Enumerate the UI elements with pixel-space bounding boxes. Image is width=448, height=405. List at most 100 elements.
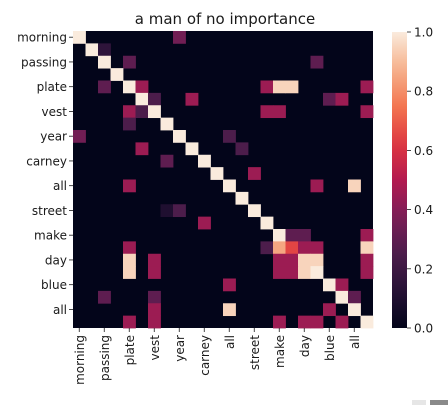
- heatmap-cell: [273, 229, 286, 242]
- heatmap-cell: [360, 229, 374, 242]
- heatmap-cell: [360, 315, 374, 329]
- chart-title: a man of no importance: [135, 10, 315, 28]
- heatmap-cells: [73, 31, 374, 329]
- heatmap-cell: [173, 130, 186, 143]
- heatmap-cell: [273, 241, 286, 255]
- heatmap-cell: [98, 55, 111, 69]
- heatmap-cell: [360, 105, 374, 119]
- heatmap-cell: [298, 253, 311, 267]
- heatmap-cell: [135, 105, 149, 119]
- colorbar-tick-label: 0.4: [414, 203, 433, 217]
- heatmap-cell: [273, 253, 286, 267]
- heatmap-cell: [173, 204, 186, 218]
- heatmap-cell: [148, 303, 161, 317]
- heatmap-cell: [260, 80, 274, 94]
- heatmap-cell: [310, 315, 324, 329]
- heatmap-cell: [273, 266, 286, 279]
- heatmap-cell: [323, 92, 336, 106]
- heatmap-cell: [160, 154, 174, 168]
- heatmap-cell: [273, 105, 286, 119]
- heatmap-cell: [348, 303, 361, 317]
- y-tick-label: day: [45, 253, 67, 267]
- heatmap-cell: [348, 179, 361, 193]
- heatmap-cell: [185, 92, 199, 106]
- x-tick-label: day: [298, 335, 312, 357]
- heatmap-cell: [135, 92, 149, 106]
- heatmap-cell: [223, 303, 236, 317]
- heatmap-cell: [298, 266, 311, 279]
- colorbar-tick-label: 0.2: [414, 262, 433, 276]
- corner-mark: [412, 400, 448, 405]
- x-tick-label: street: [248, 335, 262, 370]
- colorbar-tick-label: 0.0: [414, 322, 433, 336]
- heatmap-cell: [310, 253, 324, 267]
- y-tick-label: morning: [17, 31, 67, 45]
- heatmap-cell: [285, 266, 299, 279]
- heatmap-cell: [73, 130, 86, 143]
- heatmap-cell: [310, 179, 324, 193]
- heatmap-cell: [360, 266, 374, 279]
- heatmap-cell: [198, 154, 211, 168]
- heatmap-cell: [98, 80, 111, 94]
- heatmap-cell: [335, 290, 349, 304]
- heatmap-cell: [235, 142, 249, 156]
- colorbar-tick-label: 0.8: [414, 85, 433, 99]
- heatmap-cell: [323, 303, 336, 317]
- heatmap-cell: [148, 253, 161, 267]
- heatmap-cell: [285, 241, 299, 255]
- heatmap-cell: [123, 80, 136, 94]
- heatmap-cell: [235, 191, 249, 205]
- heatmap-cell: [335, 92, 349, 106]
- heatmap-cell: [223, 130, 236, 143]
- y-tick-label: vest: [42, 105, 68, 119]
- colorbar: 0.0 0.2 0.4 0.6 0.8 1.0: [392, 26, 433, 336]
- y-tick-label: carney: [26, 154, 67, 168]
- x-tick-label: plate: [123, 335, 137, 365]
- heatmap-cell: [210, 167, 224, 180]
- heatmap-cell: [123, 105, 136, 119]
- x-tick-labels: morning passing plate vest year carney all stre…: [73, 328, 362, 385]
- heatmap-cell: [135, 80, 149, 94]
- heatmap-cell: [260, 105, 274, 119]
- heatmap-cell: [148, 92, 161, 106]
- heatmap-cell: [110, 68, 124, 81]
- y-tick-label: year: [40, 130, 67, 144]
- heatmap-cell: [223, 278, 236, 292]
- heatmap-cell: [298, 315, 311, 329]
- x-tick-label: all: [348, 335, 362, 349]
- heatmap-cell: [335, 278, 349, 292]
- y-tick-label: street: [32, 204, 67, 218]
- heatmap-cell: [148, 105, 161, 119]
- y-tick-label: all: [53, 179, 67, 193]
- x-tick-label: vest: [148, 335, 162, 361]
- heatmap-cell: [198, 216, 211, 230]
- colorbar-tick-label: 0.6: [414, 144, 433, 158]
- heatmap-cell: [123, 179, 136, 193]
- x-tick-label: carney: [198, 335, 212, 376]
- y-tick-label: passing: [21, 55, 67, 69]
- y-tick-label: blue: [41, 278, 67, 292]
- heatmap-cell: [223, 179, 236, 193]
- heatmap-cell: [248, 167, 261, 180]
- heatmap-cell: [135, 142, 149, 156]
- x-tick-label: blue: [323, 335, 337, 361]
- heatmap-cell: [298, 229, 311, 242]
- heatmap-cell: [273, 315, 286, 329]
- heatmap-cell: [123, 266, 136, 279]
- heatmap-cell: [335, 315, 349, 329]
- heatmap-cell: [98, 290, 111, 304]
- x-tick-label: passing: [98, 335, 112, 381]
- heatmap-cell: [148, 266, 161, 279]
- y-tick-label: all: [53, 303, 67, 317]
- heatmap-cell: [123, 117, 136, 131]
- heatmap-cell: [185, 142, 199, 156]
- heatmap-cell: [348, 290, 361, 304]
- heatmap-cell: [285, 229, 299, 242]
- heatmap-cell: [260, 241, 274, 255]
- heatmap-cell: [310, 266, 324, 279]
- x-tick-label: make: [273, 335, 287, 368]
- heatmap-cell: [148, 290, 161, 304]
- heatmap-cell: [360, 241, 374, 255]
- heatmap-cell: [123, 241, 136, 255]
- heatmap-cell: [298, 241, 311, 255]
